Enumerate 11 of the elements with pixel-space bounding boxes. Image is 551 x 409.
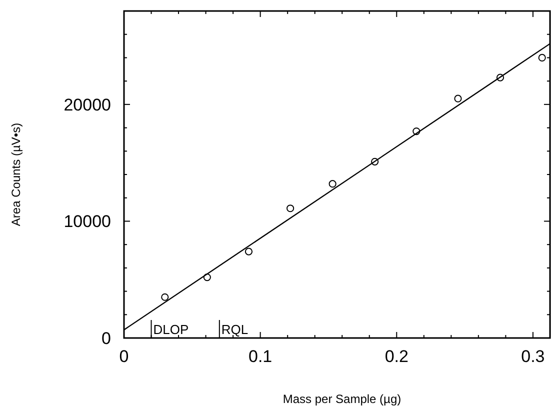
x-axis-title: Mass per Sample (µg) <box>282 392 402 406</box>
y-tick-label: 20000 <box>64 95 111 114</box>
y-tick-label: 10000 <box>64 212 111 232</box>
x-tick-label: 0 <box>119 347 129 366</box>
x-tick-label: 0.3 <box>521 347 545 366</box>
ref-line-label: RQL <box>221 322 248 337</box>
x-tick-label: 0.2 <box>384 347 408 366</box>
ref-line-label: DLOP <box>153 322 189 337</box>
y-tick-label: 0 <box>102 329 111 348</box>
x-tick-label: 0.1 <box>248 347 272 366</box>
y-axis-title: Area Counts (µV•s) <box>9 122 23 226</box>
